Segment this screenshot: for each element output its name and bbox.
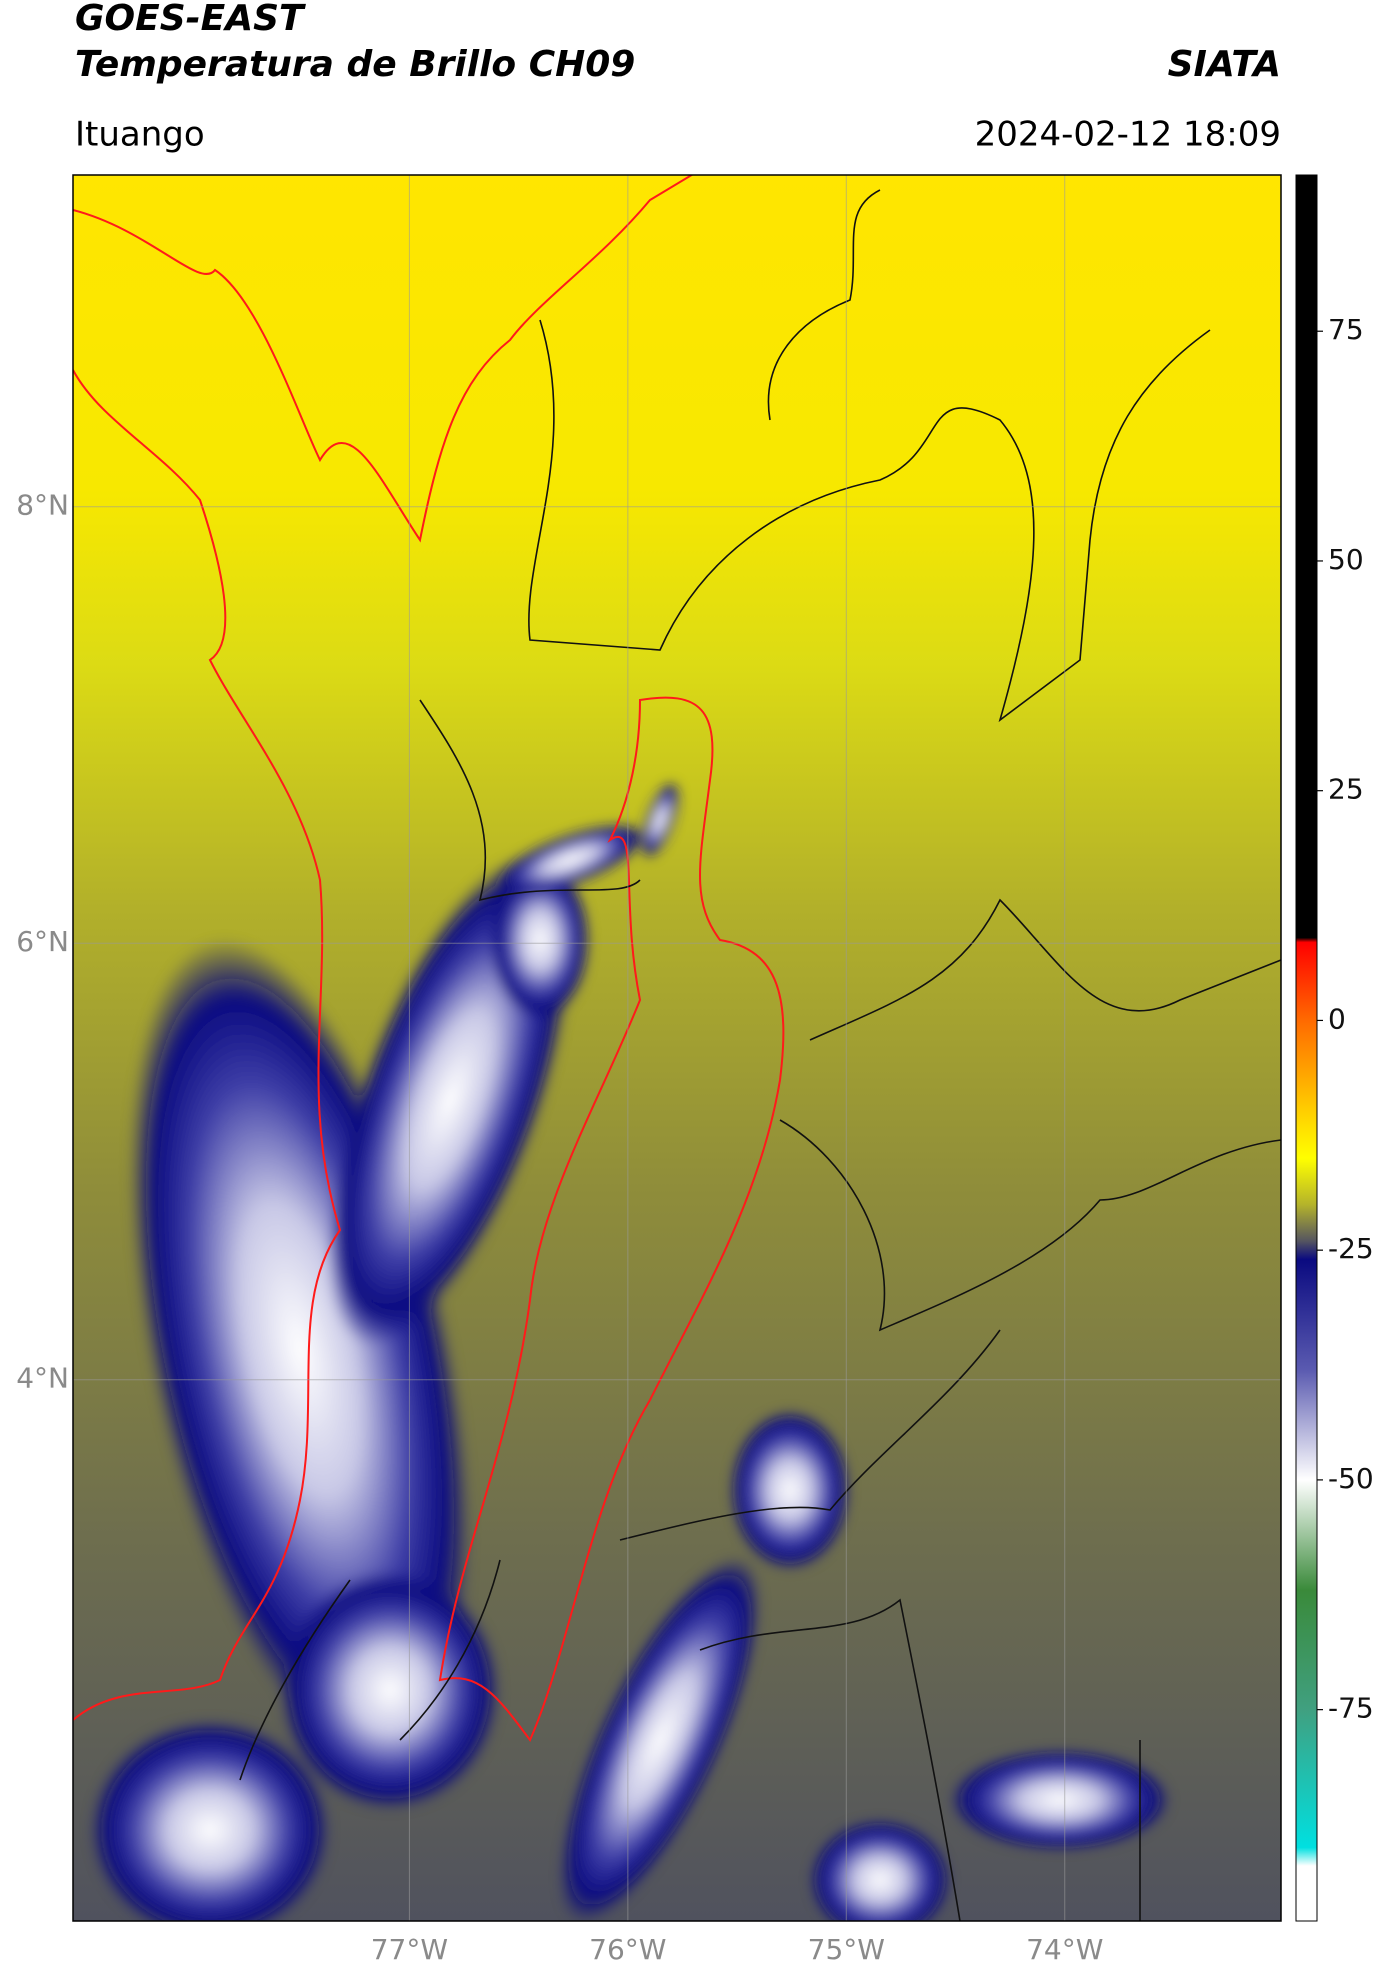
x-tick-label: 75°W (808, 1933, 885, 1966)
colorbar-tick-label: 25 (1328, 773, 1364, 806)
grid (73, 175, 1281, 1921)
location: Ituango (75, 115, 205, 155)
source: SIATA (1168, 44, 1281, 85)
map-frame (72, 174, 1282, 1922)
colorbar-tick-label: 75 (1328, 313, 1364, 346)
subtitle: Temperatura de Brillo CH09 (75, 44, 635, 85)
colorbar-tick-label: -25 (1328, 1232, 1374, 1265)
x-tick-label: 76°W (589, 1933, 666, 1966)
colorbar-tick-label: 50 (1328, 543, 1364, 576)
y-tick-label: 4°N (16, 1362, 69, 1395)
colorbar-tick-label: 0 (1328, 1002, 1346, 1035)
y-tick-label: 8°N (16, 489, 69, 522)
title: GOES-EAST (75, 0, 306, 39)
colorbar-tick-label: -50 (1328, 1462, 1374, 1495)
colorbar (1295, 174, 1318, 1922)
datetime: 2024-02-12 18:09 (975, 115, 1281, 155)
y-tick-label: 6°N (16, 925, 69, 958)
colorbar-tick-label: -75 (1328, 1692, 1374, 1725)
x-tick-label: 77°W (371, 1933, 448, 1966)
map-image (73, 175, 1281, 1921)
x-tick-label: 74°W (1026, 1933, 1103, 1966)
